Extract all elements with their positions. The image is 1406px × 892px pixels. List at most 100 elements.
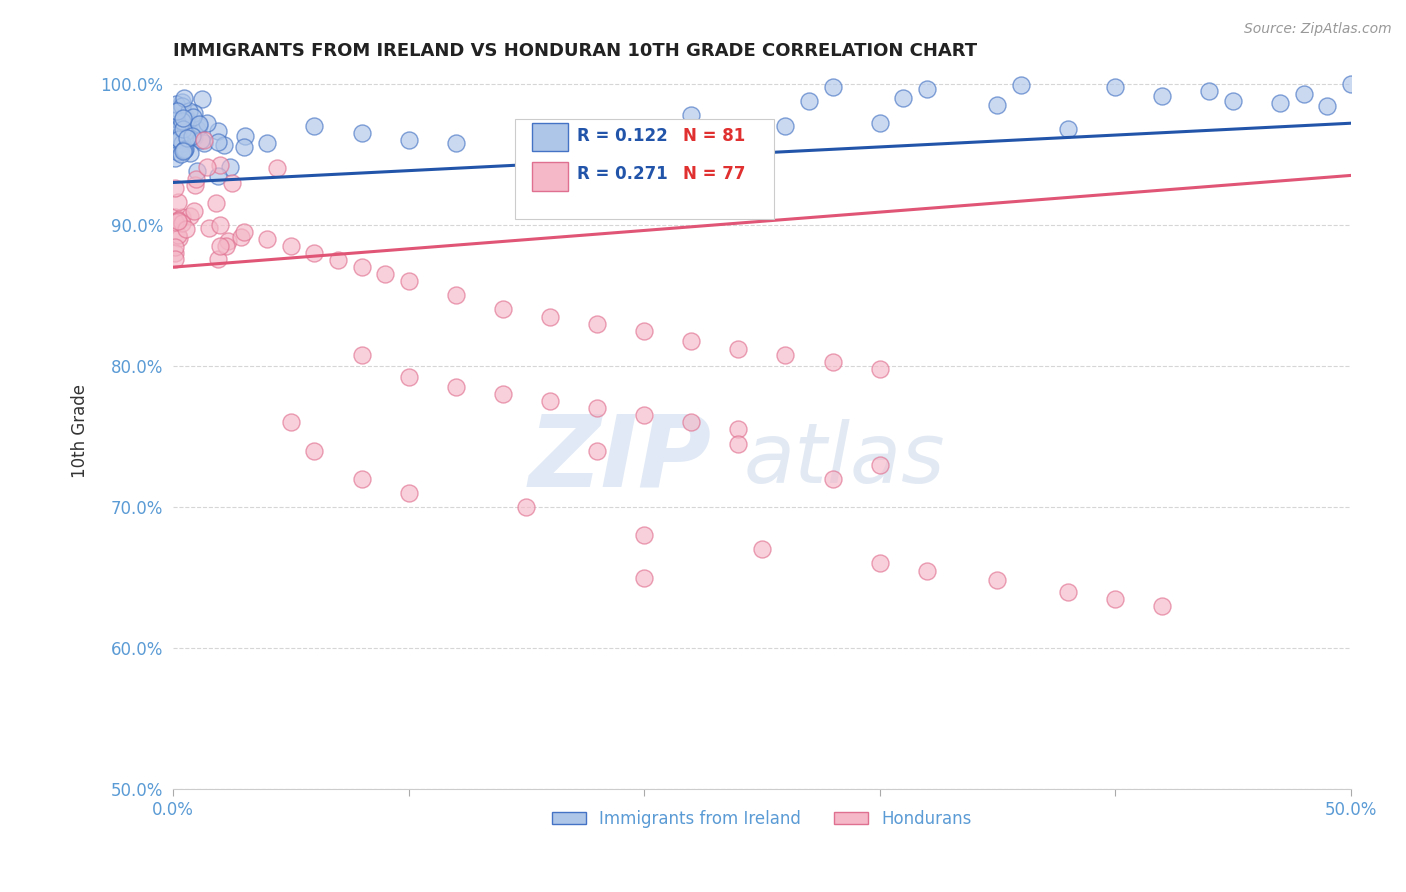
- Point: [166, 214, 188, 228]
- Point: [165, 120, 187, 134]
- Point: [205, 195, 228, 210]
- Point: [1198, 84, 1220, 98]
- Point: [681, 334, 703, 348]
- Point: [444, 380, 467, 394]
- Point: [167, 212, 190, 227]
- Point: [869, 458, 891, 472]
- Point: [195, 115, 218, 129]
- Y-axis label: 10th Grade: 10th Grade: [72, 384, 89, 478]
- Point: [633, 528, 655, 542]
- Text: Source: ZipAtlas.com: Source: ZipAtlas.com: [1244, 22, 1392, 37]
- Point: [1340, 77, 1362, 91]
- Point: [1222, 94, 1244, 108]
- Point: [256, 232, 278, 246]
- Point: [173, 143, 195, 157]
- Point: [183, 203, 205, 218]
- Point: [198, 221, 221, 235]
- Point: [167, 132, 190, 146]
- Point: [232, 140, 254, 154]
- Point: [174, 221, 197, 235]
- Point: [915, 564, 938, 578]
- Point: [179, 210, 201, 224]
- Point: [167, 103, 190, 117]
- Point: [280, 239, 302, 253]
- Point: [727, 342, 749, 356]
- Point: [374, 267, 396, 281]
- Point: [350, 126, 373, 140]
- Point: [193, 133, 215, 147]
- Point: [172, 122, 194, 136]
- Point: [986, 98, 1008, 112]
- Point: [166, 129, 188, 144]
- Point: [515, 500, 537, 514]
- Point: [166, 145, 188, 160]
- Point: [170, 146, 193, 161]
- Point: [193, 136, 215, 151]
- Point: [174, 110, 197, 124]
- Point: [586, 317, 609, 331]
- Text: N = 81: N = 81: [683, 127, 745, 145]
- Point: [170, 136, 193, 150]
- Point: [492, 302, 515, 317]
- Point: [186, 163, 208, 178]
- Point: [233, 129, 256, 144]
- Point: [869, 557, 891, 571]
- Point: [229, 230, 252, 244]
- Point: [207, 135, 229, 149]
- Point: [187, 117, 209, 131]
- Point: [167, 195, 190, 210]
- Point: [183, 105, 205, 120]
- FancyBboxPatch shape: [515, 119, 773, 219]
- Point: [492, 387, 515, 401]
- Point: [173, 143, 195, 157]
- Point: [174, 113, 197, 128]
- Point: [304, 443, 326, 458]
- Point: [869, 361, 891, 376]
- Point: [681, 108, 703, 122]
- Point: [515, 121, 537, 136]
- Point: [1268, 96, 1291, 111]
- Text: IMMIGRANTS FROM IRELAND VS HONDURAN 10TH GRADE CORRELATION CHART: IMMIGRANTS FROM IRELAND VS HONDURAN 10TH…: [173, 42, 977, 60]
- Point: [444, 288, 467, 302]
- Point: [181, 110, 204, 124]
- Point: [633, 570, 655, 584]
- Text: R = 0.271: R = 0.271: [576, 165, 668, 183]
- Point: [169, 231, 191, 245]
- Point: [165, 252, 187, 267]
- Point: [184, 171, 207, 186]
- Legend: Immigrants from Ireland, Hondurans: Immigrants from Ireland, Hondurans: [546, 804, 979, 835]
- Point: [221, 176, 243, 190]
- Point: [217, 234, 239, 248]
- Point: [586, 443, 609, 458]
- Point: [207, 252, 229, 267]
- Point: [304, 119, 326, 133]
- Point: [165, 97, 187, 112]
- Point: [398, 486, 420, 500]
- Point: [398, 370, 420, 384]
- Point: [165, 152, 187, 166]
- Point: [821, 472, 844, 486]
- Point: [174, 125, 197, 139]
- Point: [172, 216, 194, 230]
- Point: [538, 394, 561, 409]
- Point: [586, 130, 609, 145]
- Point: [326, 253, 349, 268]
- Point: [207, 124, 229, 138]
- Point: [183, 130, 205, 145]
- Point: [172, 211, 194, 225]
- Point: [915, 82, 938, 96]
- Point: [1010, 78, 1032, 92]
- Point: [165, 215, 187, 229]
- Point: [165, 240, 187, 254]
- Point: [176, 131, 198, 145]
- Point: [350, 348, 373, 362]
- Text: ZIP: ZIP: [529, 411, 711, 508]
- Point: [1057, 584, 1080, 599]
- Point: [166, 103, 188, 118]
- Point: [1152, 599, 1174, 613]
- Point: [207, 169, 229, 183]
- Point: [266, 161, 288, 175]
- Point: [183, 178, 205, 192]
- Point: [986, 574, 1008, 588]
- Point: [172, 112, 194, 126]
